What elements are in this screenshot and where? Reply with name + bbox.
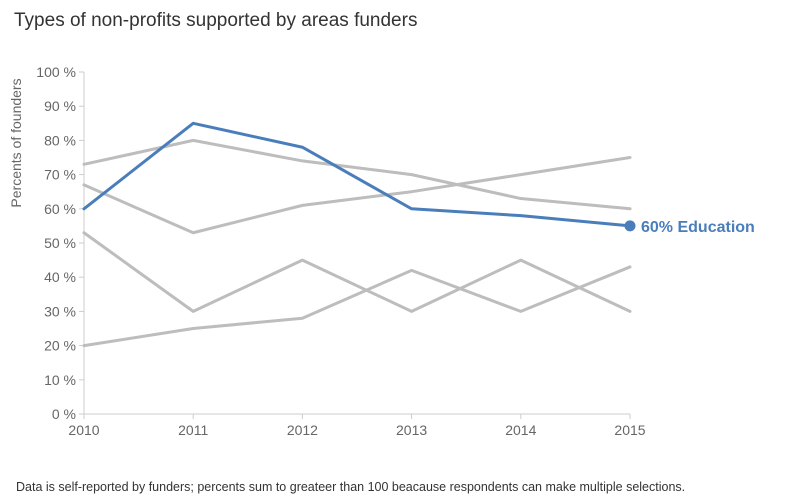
y-tick-label: 90 % [44,98,76,114]
y-tick-label: 40 % [44,269,76,285]
series-line [82,265,632,348]
highlight-end-marker [624,220,636,232]
y-tick-label: 100 % [36,64,76,80]
series-line-education [82,121,632,228]
y-tick-label: 80 % [44,132,76,148]
y-tick-label: 20 % [44,338,76,354]
series-line [82,156,632,235]
x-tick-label: 2013 [396,422,427,438]
series-line [82,138,632,211]
y-tick-label: 30 % [44,303,76,319]
highlight-annotation: 60% Education [641,219,755,236]
y-tick-label: 70 % [44,167,76,183]
y-tick-label: 0 % [52,406,76,422]
y-tick-label: 10 % [44,372,76,388]
x-tick-label: 2010 [68,422,99,438]
series-line [82,231,632,313]
footnote: Data is self-reported by funders; percen… [16,480,686,494]
chart-title: Types of non-profits supported by areas … [14,10,418,31]
x-tick-label: 2015 [614,422,645,438]
x-tick-label: 2012 [287,422,318,438]
y-axis-label: Percents of founders [8,78,24,207]
x-tick-label: 2011 [178,422,208,438]
series-lines [82,121,636,348]
y-tick-label: 60 % [44,201,76,217]
axes: 0 % 10 % 20 % 30 % 40 % 50 % 60 % 70 % 80 % 90 % 1… [36,64,645,438]
x-tick-label: 2014 [505,422,536,438]
y-tick-label: 50 % [44,235,76,251]
